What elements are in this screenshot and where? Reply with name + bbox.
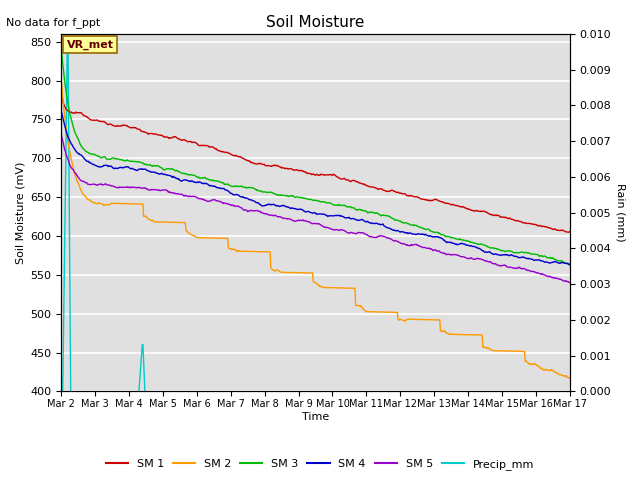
Y-axis label: Rain (mm): Rain (mm) xyxy=(615,183,625,242)
Text: VR_met: VR_met xyxy=(67,39,113,49)
Text: No data for f_ppt: No data for f_ppt xyxy=(6,17,100,28)
Y-axis label: Soil Moisture (mV): Soil Moisture (mV) xyxy=(15,161,25,264)
Legend: SM 1, SM 2, SM 3, SM 4, SM 5, Precip_mm: SM 1, SM 2, SM 3, SM 4, SM 5, Precip_mm xyxy=(101,455,539,474)
Text: Mar 2: Mar 2 xyxy=(64,37,68,38)
X-axis label: Time: Time xyxy=(302,412,329,422)
Title: Soil Moisture: Soil Moisture xyxy=(266,15,365,30)
